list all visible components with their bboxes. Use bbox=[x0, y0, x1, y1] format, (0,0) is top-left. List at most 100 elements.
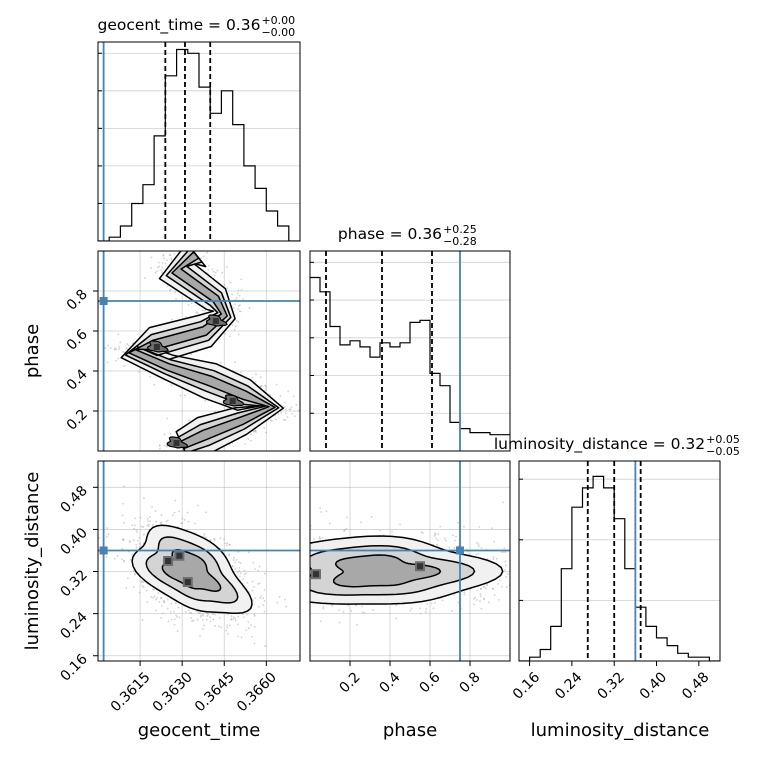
scatter-point bbox=[161, 266, 164, 269]
scatter-point bbox=[132, 570, 135, 572]
scatter-point bbox=[252, 561, 255, 564]
scatter-point bbox=[275, 557, 277, 559]
y-tick-label: 0.16 bbox=[57, 651, 90, 684]
scatter-point bbox=[175, 297, 177, 300]
scatter-point bbox=[263, 574, 265, 576]
scatter-point bbox=[150, 256, 153, 259]
scatter-point bbox=[539, 572, 541, 574]
scatter-point bbox=[254, 380, 257, 383]
scatter-point bbox=[236, 292, 239, 295]
scatter-point bbox=[247, 437, 250, 440]
scatter-point bbox=[186, 511, 189, 514]
scatter-point bbox=[503, 547, 506, 550]
scatter-point bbox=[122, 538, 124, 541]
scatter-point bbox=[109, 347, 112, 350]
scatter-point bbox=[291, 560, 293, 562]
scatter-point bbox=[225, 629, 228, 632]
scatter-point bbox=[115, 359, 118, 362]
scatter-point bbox=[142, 581, 145, 583]
scatter-point bbox=[281, 587, 283, 589]
scatter-point bbox=[479, 595, 482, 598]
scatter-point bbox=[242, 578, 244, 581]
scatter-point bbox=[361, 611, 364, 613]
scatter-point bbox=[204, 511, 207, 514]
scatter-point bbox=[263, 588, 266, 591]
scatter-point bbox=[217, 625, 220, 628]
density-peak bbox=[313, 571, 319, 578]
scatter-point bbox=[478, 526, 481, 528]
scatter-point bbox=[292, 545, 294, 547]
scatter-point bbox=[372, 609, 375, 611]
scatter-point bbox=[513, 575, 515, 577]
scatter-point bbox=[291, 576, 293, 578]
scatter-point bbox=[201, 613, 204, 615]
scatter-point bbox=[514, 558, 516, 560]
scatter-point bbox=[475, 553, 477, 556]
density-peak bbox=[212, 318, 219, 324]
scatter-point bbox=[205, 536, 207, 539]
scatter-point bbox=[159, 447, 161, 450]
density-peak bbox=[176, 552, 183, 559]
y-tick-label: 0.40 bbox=[57, 525, 90, 558]
scatter-point bbox=[148, 515, 151, 518]
scatter-point bbox=[137, 539, 139, 542]
scatter-point bbox=[511, 581, 513, 583]
scatter-point bbox=[437, 539, 439, 542]
scatter-point bbox=[150, 267, 153, 269]
scatter-point bbox=[174, 291, 177, 293]
scatter-point bbox=[246, 561, 248, 563]
scatter-point bbox=[265, 431, 268, 434]
scatter-point bbox=[253, 625, 256, 628]
scatter-point bbox=[224, 542, 227, 545]
scatter-point bbox=[342, 610, 345, 613]
scatter-point bbox=[214, 271, 217, 274]
scatter-point bbox=[242, 298, 244, 301]
scatter-point bbox=[167, 598, 169, 601]
scatter-point bbox=[356, 623, 358, 626]
density-peak bbox=[417, 563, 423, 570]
scatter-point bbox=[463, 525, 465, 528]
scatter-point bbox=[125, 347, 128, 350]
scatter-point bbox=[297, 591, 299, 593]
scatter-point bbox=[173, 618, 176, 621]
scatter-point bbox=[257, 583, 260, 585]
scatter-point bbox=[319, 507, 322, 510]
scatter-point bbox=[254, 597, 257, 599]
scatter-point bbox=[138, 371, 141, 373]
scatter-point bbox=[171, 318, 173, 321]
scatter-point bbox=[247, 627, 250, 630]
scatter-point bbox=[280, 587, 282, 589]
scatter-point bbox=[304, 538, 306, 540]
scatter-point bbox=[254, 568, 257, 571]
scatter-point bbox=[238, 566, 241, 569]
scatter-point bbox=[199, 635, 201, 637]
scatter-point bbox=[443, 537, 446, 540]
scatter-point bbox=[237, 305, 240, 307]
scatter-point bbox=[319, 537, 322, 540]
scatter-point bbox=[479, 593, 482, 596]
scatter-point bbox=[453, 593, 456, 596]
scatter-point bbox=[278, 600, 280, 602]
scatter-point bbox=[477, 552, 480, 555]
injection-marker bbox=[456, 546, 464, 555]
scatter-point bbox=[493, 594, 496, 596]
scatter-point bbox=[252, 567, 254, 569]
scatter-point bbox=[270, 580, 272, 582]
scatter-point bbox=[391, 530, 393, 533]
scatter-point bbox=[236, 623, 239, 626]
scatter-point bbox=[146, 524, 149, 527]
scatter-point bbox=[163, 433, 166, 436]
scatter-point bbox=[238, 294, 241, 297]
scatter-point bbox=[170, 257, 173, 260]
scatter-point bbox=[123, 560, 126, 563]
scatter-point bbox=[169, 289, 172, 292]
scatter-point bbox=[419, 612, 422, 615]
scatter-point bbox=[512, 549, 514, 551]
scatter-point bbox=[235, 296, 238, 299]
scatter-point bbox=[158, 445, 161, 447]
scatter-point bbox=[303, 561, 305, 563]
scatter-point bbox=[168, 253, 171, 256]
x-tick-label: 0.16 bbox=[510, 669, 543, 702]
scatter-point bbox=[463, 591, 466, 594]
